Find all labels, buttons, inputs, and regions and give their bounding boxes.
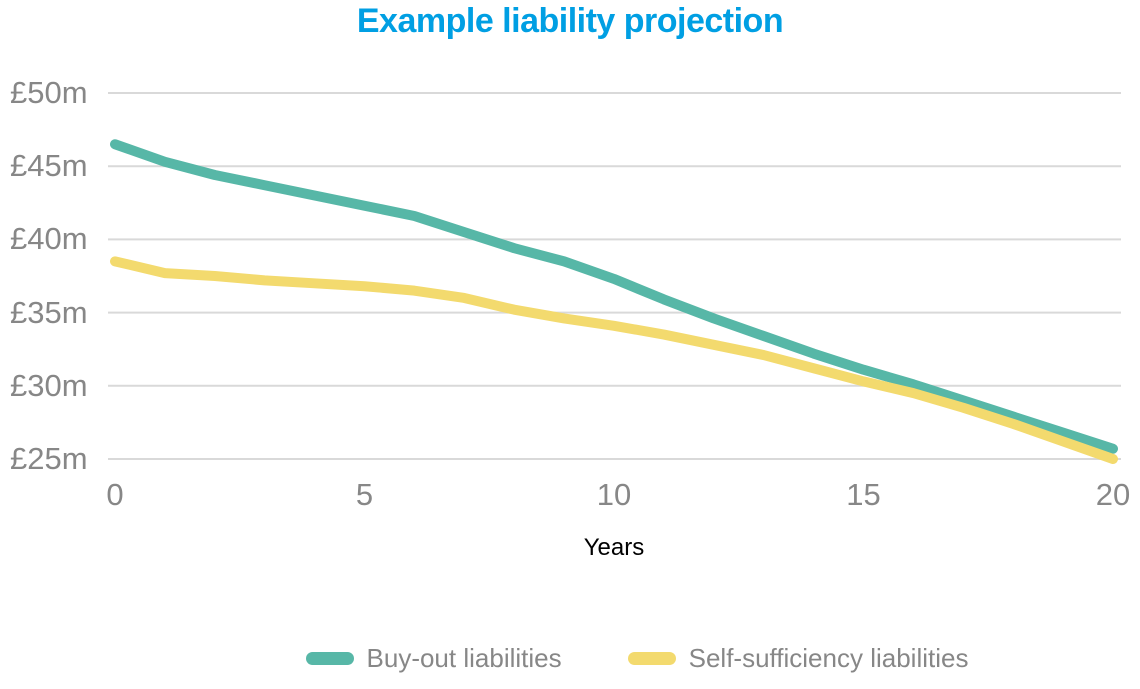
legend-item-buy-out-liabilities: Buy-out liabilities <box>305 642 562 674</box>
y-tick-label: £50m <box>10 75 88 110</box>
legend-swatch-icon <box>627 651 676 665</box>
legend-label: Self-sufficiency liabilities <box>688 643 969 673</box>
legend-item-self-sufficiency-liabilities: Self-sufficiency liabilities <box>627 642 969 674</box>
x-tick-label: 0 <box>106 477 124 512</box>
legend-swatch-icon <box>305 651 354 665</box>
chart-title: Example liability projection <box>356 2 784 40</box>
y-tick-label: £35m <box>10 294 88 330</box>
series-line-self-sufficiency-liabilities <box>110 256 1118 464</box>
x-tick-label: 20 <box>1095 477 1131 512</box>
x-tick-label: 15 <box>846 477 881 512</box>
y-tick-label: £25m <box>10 441 88 476</box>
x-tick-label: 5 <box>355 477 374 512</box>
series-line-buy-out-liabilities <box>110 139 1118 454</box>
x-axis-title: Years <box>583 534 645 561</box>
legend: Buy-out liabilities Self-sufficiency liab… <box>134 640 1140 676</box>
legend-label: Buy-out liabilities <box>366 643 562 673</box>
x-tick-label: 10 <box>596 477 632 512</box>
y-tick-label: £40m <box>10 221 88 257</box>
y-tick-label: £45m <box>10 148 88 184</box>
y-tick-label: £30m <box>10 367 88 403</box>
